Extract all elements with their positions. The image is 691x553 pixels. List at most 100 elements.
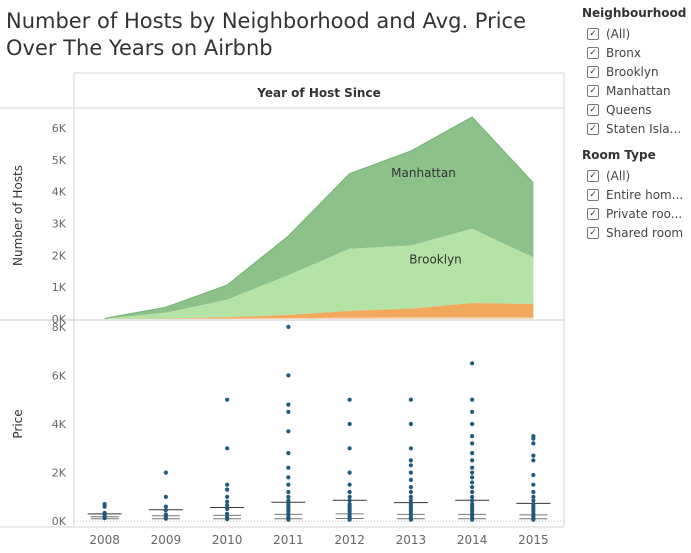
area-annotation-manhattan: Manhattan <box>391 166 456 180</box>
price-point <box>347 421 352 427</box>
price-point <box>470 434 475 439</box>
price-point <box>347 446 352 451</box>
neighbourhood-option[interactable]: ✓ Brooklyn <box>582 62 691 81</box>
price-point <box>163 504 168 509</box>
price-point <box>347 489 352 495</box>
x-tick-label-2014: 2014 <box>457 533 488 547</box>
price-point <box>286 409 291 414</box>
price-point <box>470 421 475 427</box>
price-point <box>286 429 291 434</box>
price-point <box>102 510 107 515</box>
price-point <box>408 397 413 402</box>
price-point <box>470 441 475 446</box>
price-point <box>470 409 475 414</box>
price-point <box>470 458 475 463</box>
column-header-label: Year of Host Since <box>256 86 380 100</box>
price-point <box>347 397 352 402</box>
price-point <box>531 458 536 463</box>
price-point <box>102 502 107 507</box>
checkbox-checked-icon[interactable]: ✓ <box>587 84 599 97</box>
checkbox-checked-icon[interactable]: ✓ <box>587 226 599 239</box>
filter-panel: Neighbourhood ✓ (All) ✓ Bronx ✓ Brooklyn ✓ Manh… <box>582 6 691 242</box>
neighbourhood-option-label: (All) <box>606 26 631 41</box>
price-point <box>531 489 536 495</box>
price-point <box>225 511 230 516</box>
price-point <box>163 508 168 513</box>
price-point <box>225 503 230 508</box>
price-point <box>286 498 291 503</box>
room-type-option-label: Private roo... <box>606 206 683 221</box>
neighbourhood-option[interactable]: ✓ Queens <box>582 100 691 119</box>
price-point <box>225 397 230 402</box>
price-y-tick-label: 8K <box>52 321 67 334</box>
price-y-tick-label: 6K <box>52 369 67 382</box>
area-y-tick-label: 0K <box>52 313 67 326</box>
area-y-axis-label: Number of Hosts <box>11 165 25 266</box>
price-point <box>470 489 475 495</box>
scatter-chart <box>74 324 564 522</box>
area-y-tick-label: 5K <box>52 154 67 167</box>
neighbourhood-filter-list: ✓ (All) ✓ Bronx ✓ Brooklyn ✓ Manhattan ✓ Queens ✓ S… <box>582 24 691 138</box>
price-y-axis-label: Price <box>11 409 25 438</box>
x-tick-label-2011: 2011 <box>273 533 304 547</box>
area-annotation-brooklyn: Brooklyn <box>409 253 462 267</box>
checkbox-checked-icon[interactable]: ✓ <box>587 122 599 135</box>
neighbourhood-option[interactable]: ✓ Bronx <box>582 43 691 62</box>
price-point <box>531 434 536 439</box>
chart-axes: 0K 1K 2K 3K 4K 5K 6K Number of Hosts 0K 2K 4K 6K 8K P… <box>11 122 549 547</box>
neighbourhood-option-label: Staten Isla... <box>606 121 682 136</box>
neighbourhood-option[interactable]: ✓ (All) <box>582 24 691 43</box>
x-tick-label-2009: 2009 <box>151 533 182 547</box>
chart-title: Number of Hosts by Neighborhood and Avg.… <box>6 9 527 60</box>
neighbourhood-filter-header: Neighbourhood <box>582 6 687 20</box>
price-point <box>470 470 475 475</box>
price-point <box>408 446 413 451</box>
checkbox-checked-icon[interactable]: ✓ <box>587 27 599 40</box>
price-point <box>225 515 230 520</box>
price-point <box>347 470 352 475</box>
price-point <box>225 506 230 512</box>
price-point <box>163 470 168 475</box>
price-point <box>347 482 352 487</box>
room-type-option[interactable]: ✓ (All) <box>582 166 691 185</box>
checkbox-checked-icon[interactable]: ✓ <box>587 103 599 116</box>
price-point <box>163 494 168 499</box>
room-type-option-label: Shared room <box>606 225 684 240</box>
price-point <box>347 498 352 503</box>
neighbourhood-option[interactable]: ✓ Staten Isla... <box>582 119 691 138</box>
price-point <box>470 494 475 499</box>
checkbox-checked-icon[interactable]: ✓ <box>587 169 599 182</box>
room-type-option[interactable]: ✓ Private roo... <box>582 204 691 223</box>
price-point <box>286 324 291 329</box>
area-y-tick-label: 3K <box>52 217 67 230</box>
x-tick-label-2013: 2013 <box>396 533 427 547</box>
x-tick-label-2012: 2012 <box>334 533 365 547</box>
room-type-option[interactable]: ✓ Shared room <box>582 223 691 242</box>
price-point <box>286 489 291 495</box>
room-type-option[interactable]: ✓ Entire hom... <box>582 185 691 204</box>
price-point <box>531 498 536 503</box>
area-band-manhattan <box>104 117 534 319</box>
area-chart: Manhattan Brooklyn <box>104 116 534 319</box>
checkbox-checked-icon[interactable]: ✓ <box>587 188 599 201</box>
checkbox-checked-icon[interactable]: ✓ <box>587 65 599 78</box>
neighbourhood-option-label: Brooklyn <box>606 64 659 79</box>
room-type-filter-list: ✓ (All) ✓ Entire hom... ✓ Private roo... ✓ Shar… <box>582 166 691 242</box>
neighbourhood-option[interactable]: ✓ Manhattan <box>582 81 691 100</box>
price-point <box>347 494 352 499</box>
price-point <box>531 472 536 478</box>
room-type-filter-header: Room Type <box>582 148 656 162</box>
price-point <box>286 475 291 480</box>
price-point <box>408 470 413 475</box>
checkbox-checked-icon[interactable]: ✓ <box>587 46 599 59</box>
price-point <box>286 402 291 407</box>
neighbourhood-option-label: Manhattan <box>606 83 671 98</box>
price-point <box>225 446 230 451</box>
checkbox-checked-icon[interactable]: ✓ <box>587 207 599 220</box>
price-point <box>225 499 230 504</box>
price-point <box>347 502 352 507</box>
price-point <box>286 451 291 456</box>
price-point <box>408 498 413 503</box>
area-y-tick-label: 1K <box>52 281 67 294</box>
